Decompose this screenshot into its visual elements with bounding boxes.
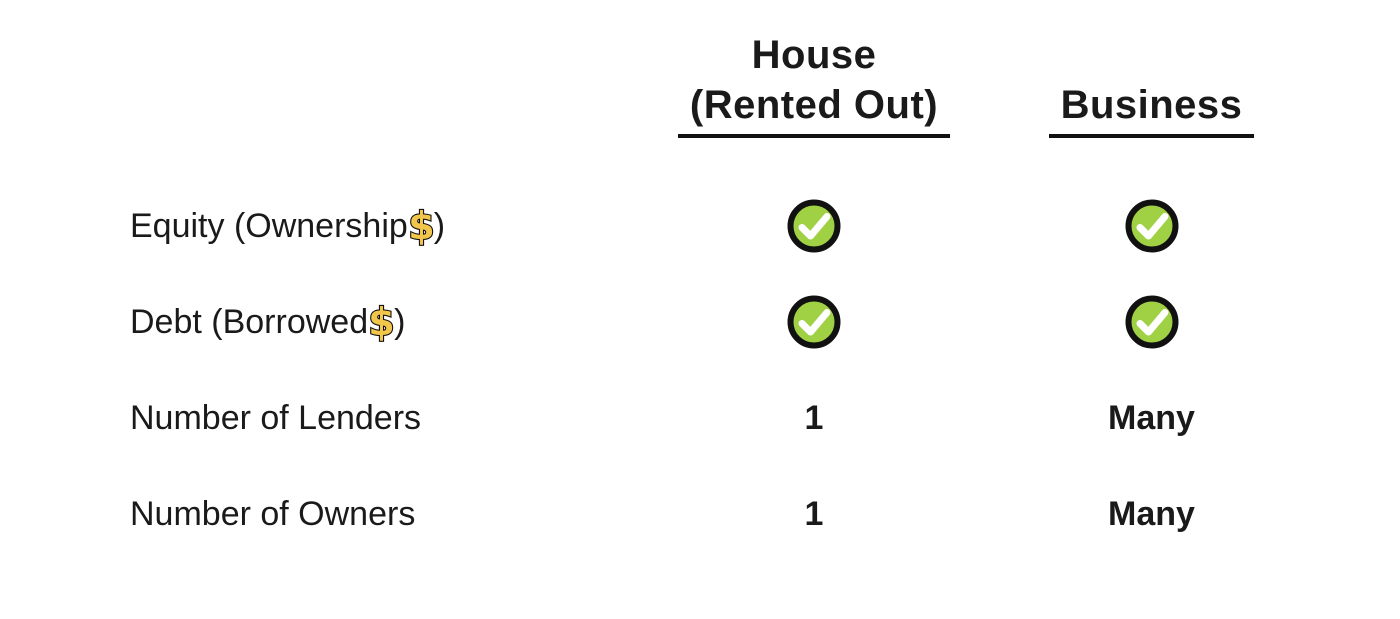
dollar-sign-icon: $ <box>369 301 394 343</box>
cell-debt-business <box>1028 295 1275 349</box>
column-header-house-cell: House (Rented Out) <box>600 30 1028 178</box>
row-label-text: Debt (Borrowed <box>130 302 369 341</box>
cell-equity-business <box>1028 199 1275 253</box>
row-label-close: ) <box>433 206 446 245</box>
row-label-text: Number of Lenders <box>130 398 422 437</box>
cell-owners-business: Many <box>1108 494 1195 533</box>
column-header-business: Business <box>1048 80 1255 138</box>
header-house-line1: House <box>751 33 877 77</box>
dollar-sign-icon: $ <box>409 205 434 247</box>
table-row-debt: Debt (Borrowed $ ) <box>130 274 1400 370</box>
cell-equity-house <box>600 199 1028 253</box>
cell-lenders-business: Many <box>1108 398 1195 437</box>
row-label-owners: Number of Owners <box>130 495 600 534</box>
table-header-row: House (Rented Out) Business <box>130 0 1400 178</box>
svg-text:$: $ <box>369 301 394 343</box>
check-circle-icon <box>787 295 841 349</box>
cell-owners-house: 1 <box>804 494 824 533</box>
cell-lenders-house: 1 <box>804 398 824 437</box>
table-row-equity: Equity (Ownership $ ) <box>130 178 1400 274</box>
column-header-house: House (Rented Out) <box>677 30 951 138</box>
row-label-text: Number of Owners <box>130 494 416 533</box>
cell-debt-house <box>600 295 1028 349</box>
check-circle-icon <box>1125 295 1178 349</box>
header-house-line2: (Rented Out) <box>689 83 939 127</box>
row-label-debt: Debt (Borrowed $ ) <box>130 301 600 343</box>
check-circle-icon <box>787 199 841 253</box>
svg-text:$: $ <box>409 205 434 247</box>
row-label-equity: Equity (Ownership $ ) <box>130 205 600 247</box>
header-business-label: Business <box>1060 83 1243 127</box>
column-header-business-cell: Business <box>1028 80 1275 178</box>
table-row-lenders: Number of Lenders 1 Many <box>130 370 1400 466</box>
check-circle-icon <box>1125 199 1178 253</box>
table-row-owners: Number of Owners 1 Many <box>130 466 1400 562</box>
row-label-text: Equity (Ownership <box>130 206 408 245</box>
row-label-close: ) <box>394 302 406 341</box>
row-label-lenders: Number of Lenders <box>130 399 600 438</box>
